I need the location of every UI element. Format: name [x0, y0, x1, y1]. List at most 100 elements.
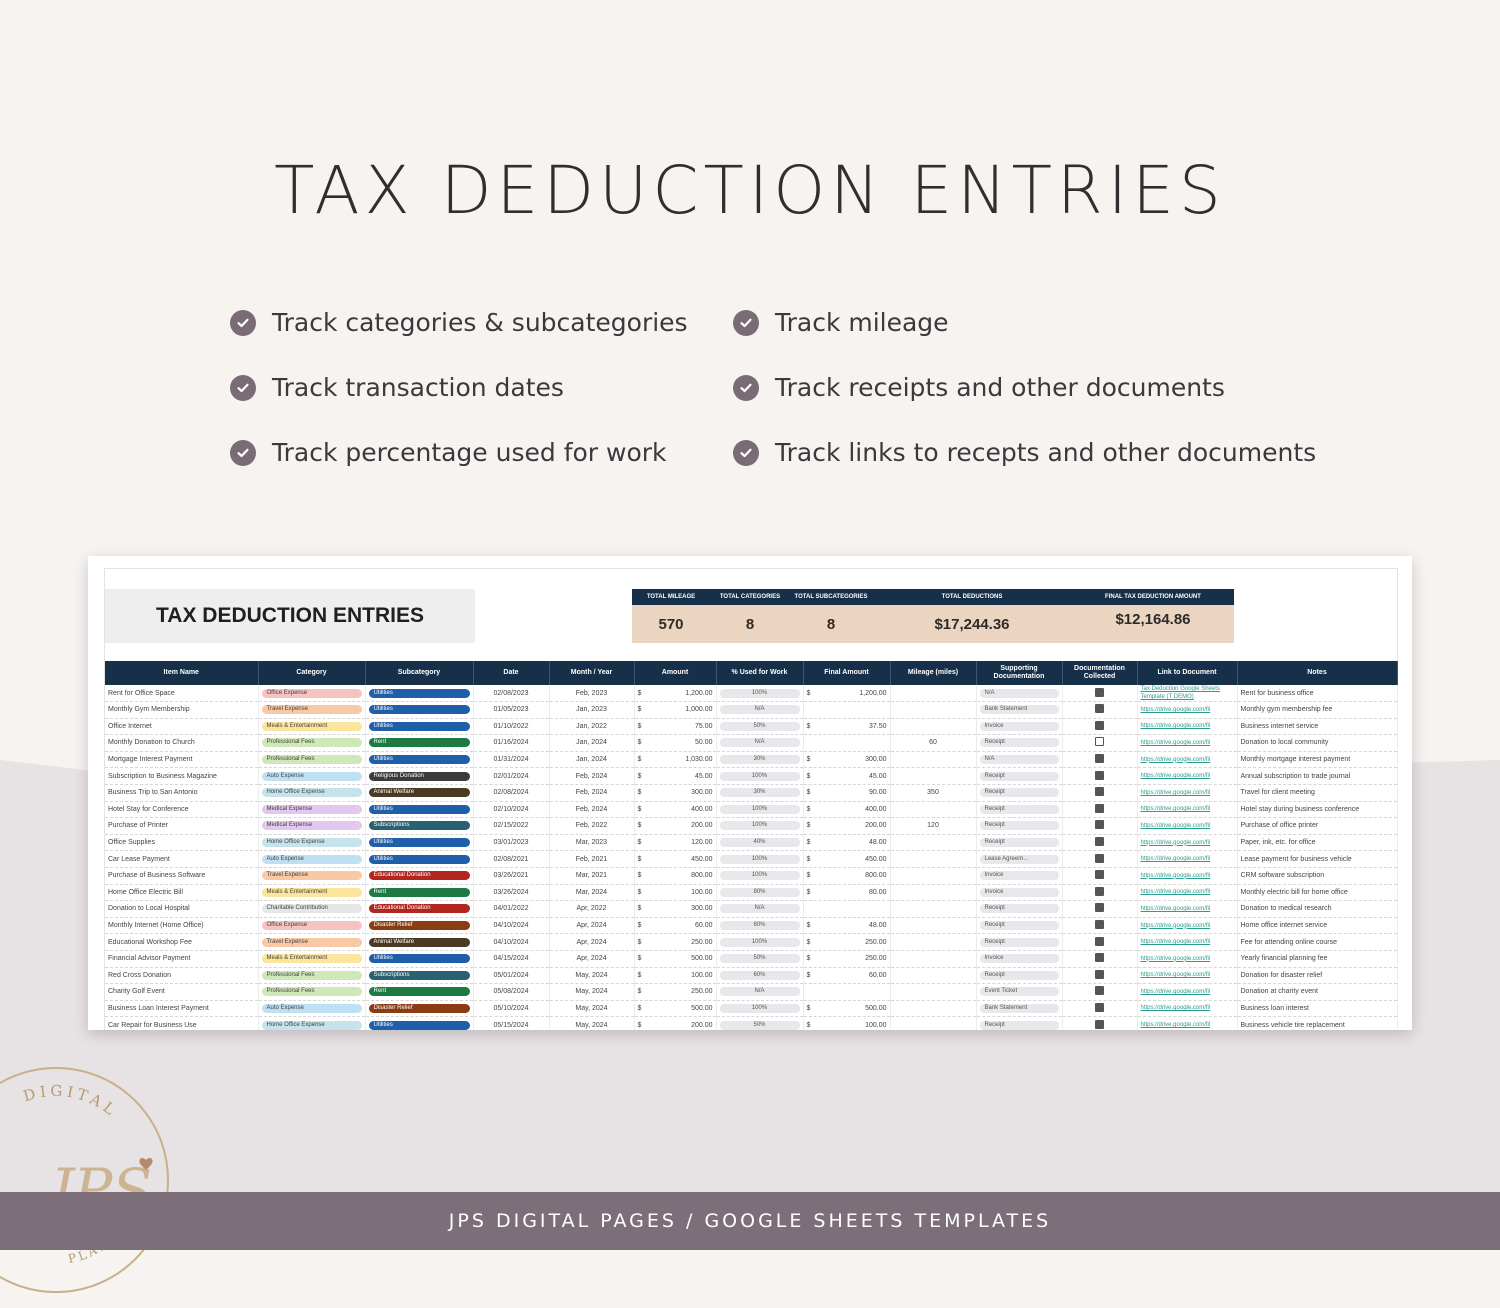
- cell-percent-used[interactable]: N/A: [716, 900, 804, 918]
- doc-type-chip[interactable]: N/A: [979, 688, 1059, 698]
- cell-percent-used[interactable]: 100%: [716, 1000, 804, 1018]
- cell-item-name[interactable]: Monthly Donation to Church: [105, 734, 259, 752]
- checkbox[interactable]: [1095, 687, 1104, 697]
- cell-supporting-doc[interactable]: Receipt: [976, 801, 1063, 819]
- cell-notes[interactable]: Hotel stay during business conference: [1237, 801, 1398, 819]
- category-chip[interactable]: Auto Expense: [261, 1003, 362, 1013]
- category-chip[interactable]: Home Office Expense: [261, 788, 362, 798]
- cell-doc-collected[interactable]: [1062, 784, 1138, 802]
- subcategory-chip[interactable]: Disaster Relief: [368, 921, 470, 931]
- category-chip[interactable]: Travel Expense: [261, 871, 362, 881]
- cell-mileage[interactable]: [890, 867, 977, 885]
- cell-amount[interactable]: $1,200.00: [634, 685, 717, 702]
- subcategory-chip[interactable]: Animal Welfare: [368, 937, 470, 947]
- cell-item-name[interactable]: Subscription to Business Magazine: [105, 767, 259, 785]
- cell-amount[interactable]: $1,030.00: [634, 751, 717, 769]
- cell-date[interactable]: 02/01/2024: [473, 767, 550, 785]
- percent-chip[interactable]: 60%: [719, 970, 800, 980]
- percent-chip[interactable]: 100%: [719, 871, 800, 881]
- cell-item-name[interactable]: Car Repair for Business Use: [105, 1016, 259, 1030]
- checkbox[interactable]: [1095, 936, 1104, 946]
- cell-link[interactable]: https://drive.google.com/fil: [1137, 701, 1238, 719]
- cell-subcategory[interactable]: Utilities: [365, 950, 474, 968]
- cell-mileage[interactable]: [890, 685, 977, 702]
- cell-link[interactable]: https://drive.google.com/fil: [1137, 718, 1238, 736]
- cell-doc-collected[interactable]: [1062, 917, 1138, 935]
- document-link[interactable]: https://drive.google.com/fil: [1140, 822, 1211, 829]
- cell-percent-used[interactable]: 50%: [716, 718, 804, 736]
- cell-supporting-doc[interactable]: Receipt: [976, 817, 1063, 835]
- cell-doc-collected[interactable]: [1062, 1016, 1138, 1030]
- category-chip[interactable]: Auto Expense: [261, 854, 362, 864]
- cell-amount[interactable]: $120.00: [634, 834, 717, 852]
- subcategory-chip[interactable]: Subscriptions: [368, 970, 470, 980]
- cell-percent-used[interactable]: N/A: [716, 734, 804, 752]
- doc-type-chip[interactable]: Lease Agreem...: [979, 854, 1059, 864]
- cell-category[interactable]: Home Office Expense: [258, 784, 366, 802]
- cell-item-name[interactable]: Donation to Local Hospital: [105, 900, 259, 918]
- cell-category[interactable]: Medical Expense: [258, 801, 366, 819]
- cell-doc-collected[interactable]: [1062, 900, 1138, 918]
- cell-subcategory[interactable]: Disaster Relief: [365, 917, 474, 935]
- cell-link[interactable]: https://drive.google.com/fil: [1137, 983, 1238, 1001]
- category-chip[interactable]: Professional Fees: [261, 970, 362, 980]
- cell-date[interactable]: 04/01/2022: [473, 900, 550, 918]
- percent-chip[interactable]: 30%: [719, 755, 800, 765]
- cell-mileage[interactable]: 350: [890, 784, 977, 802]
- cell-doc-collected[interactable]: [1062, 834, 1138, 852]
- cell-link[interactable]: https://drive.google.com/fil: [1137, 850, 1238, 868]
- cell-subcategory[interactable]: Rent: [365, 884, 474, 902]
- doc-type-chip[interactable]: Receipt: [979, 970, 1059, 980]
- cell-date[interactable]: 04/10/2024: [473, 917, 550, 935]
- cell-link[interactable]: https://drive.google.com/fil: [1137, 834, 1238, 852]
- checkbox[interactable]: [1095, 770, 1104, 780]
- cell-notes[interactable]: Business vehicle tire replacement: [1237, 1016, 1398, 1030]
- cell-doc-collected[interactable]: [1062, 867, 1138, 885]
- checkbox[interactable]: [1095, 903, 1104, 913]
- cell-amount[interactable]: $300.00: [634, 900, 717, 918]
- cell-date[interactable]: 01/05/2023: [473, 701, 550, 719]
- doc-type-chip[interactable]: Receipt: [979, 1020, 1059, 1030]
- cell-doc-collected[interactable]: [1062, 933, 1138, 951]
- document-link[interactable]: https://drive.google.com/fil: [1140, 939, 1211, 946]
- cell-doc-collected[interactable]: [1062, 884, 1138, 902]
- cell-doc-collected[interactable]: [1062, 734, 1138, 752]
- cell-subcategory[interactable]: Religious Donation: [365, 767, 474, 785]
- checkbox[interactable]: [1095, 1019, 1104, 1029]
- percent-chip[interactable]: N/A: [719, 987, 800, 997]
- cell-supporting-doc[interactable]: Receipt: [976, 967, 1063, 985]
- cell-mileage[interactable]: [890, 1000, 977, 1018]
- percent-chip[interactable]: 100%: [719, 771, 800, 781]
- percent-chip[interactable]: 40%: [719, 838, 800, 848]
- document-link[interactable]: https://drive.google.com/fil: [1140, 856, 1211, 863]
- subcategory-chip[interactable]: Utilities: [368, 721, 470, 731]
- cell-date[interactable]: 02/08/2021: [473, 850, 550, 868]
- document-link[interactable]: Tax Deduction Google Sheets Template (T …: [1140, 686, 1220, 700]
- cell-subcategory[interactable]: Subscriptions: [365, 817, 474, 835]
- cell-percent-used[interactable]: N/A: [716, 983, 804, 1001]
- percent-chip[interactable]: 80%: [719, 887, 800, 897]
- cell-link[interactable]: https://drive.google.com/fil: [1137, 751, 1238, 769]
- doc-type-chip[interactable]: Invoice: [979, 721, 1059, 731]
- subcategory-chip[interactable]: Religious Donation: [368, 771, 470, 781]
- cell-category[interactable]: Home Office Expense: [258, 1016, 366, 1030]
- cell-item-name[interactable]: Educational Workshop Fee: [105, 933, 259, 951]
- category-chip[interactable]: Home Office Expense: [261, 838, 362, 848]
- cell-mileage[interactable]: [890, 834, 977, 852]
- cell-subcategory[interactable]: Animal Welfare: [365, 933, 474, 951]
- cell-mileage[interactable]: [890, 884, 977, 902]
- cell-mileage[interactable]: [890, 1016, 977, 1030]
- percent-chip[interactable]: 50%: [719, 721, 800, 731]
- cell-category[interactable]: Travel Expense: [258, 933, 366, 951]
- category-chip[interactable]: Professional Fees: [261, 738, 362, 748]
- category-chip[interactable]: Meals & Entertainment: [261, 887, 362, 897]
- percent-chip[interactable]: 100%: [719, 804, 800, 814]
- doc-type-chip[interactable]: Receipt: [979, 904, 1059, 914]
- cell-amount[interactable]: $60.00: [634, 917, 717, 935]
- cell-supporting-doc[interactable]: Receipt: [976, 784, 1063, 802]
- cell-category[interactable]: Medical Expense: [258, 817, 366, 835]
- cell-subcategory[interactable]: Utilities: [365, 850, 474, 868]
- document-link[interactable]: https://drive.google.com/fil: [1140, 706, 1211, 713]
- cell-item-name[interactable]: Mortgage Interest Payment: [105, 751, 259, 769]
- cell-item-name[interactable]: Red Cross Donation: [105, 967, 259, 985]
